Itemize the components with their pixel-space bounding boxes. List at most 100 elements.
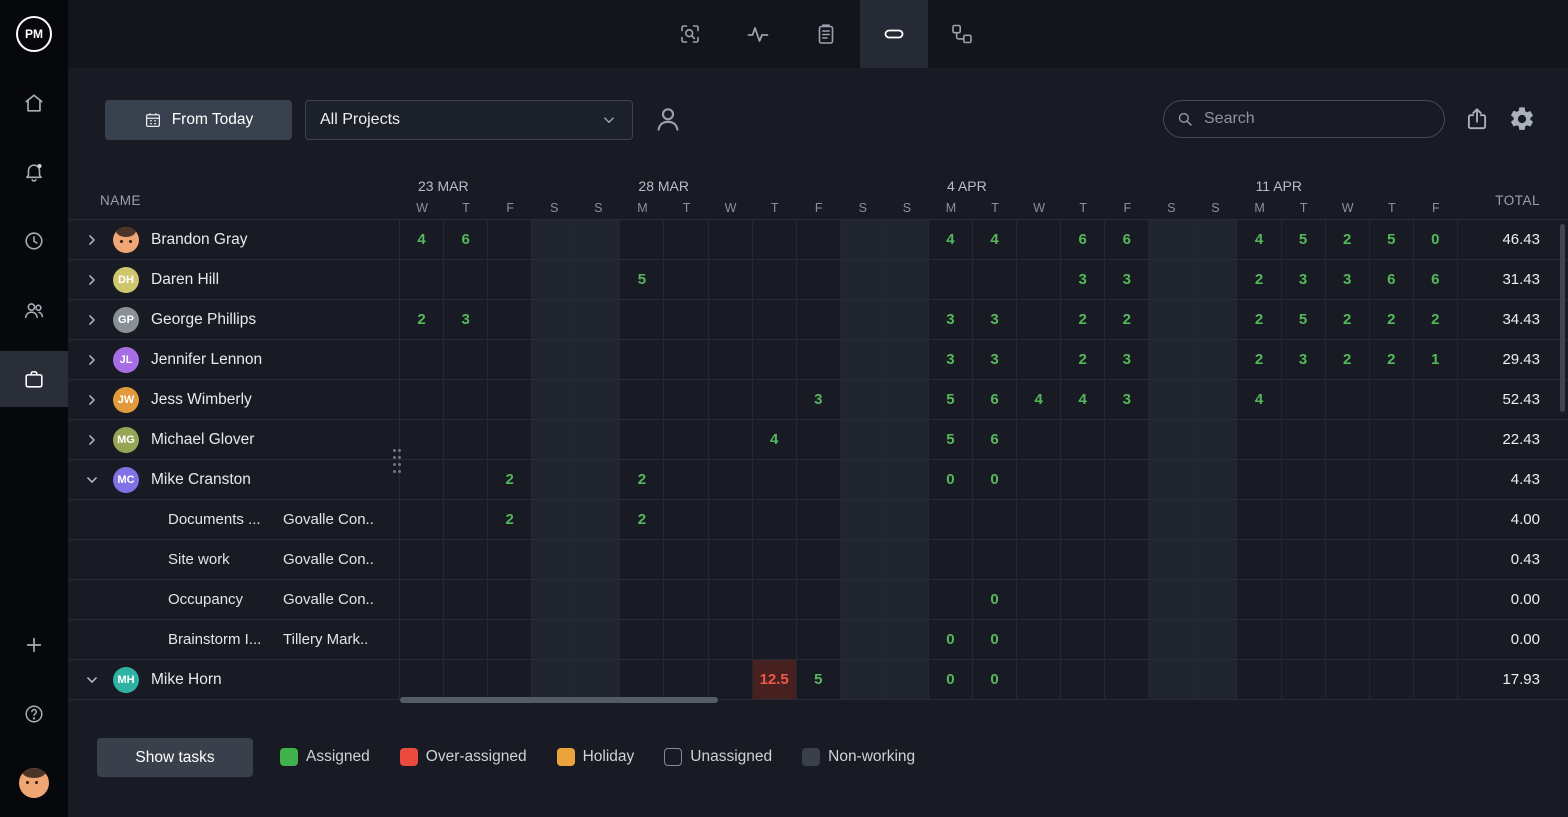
sidebar-item-plus[interactable] <box>0 617 68 673</box>
topbar-tab-sitemap[interactable] <box>928 0 996 68</box>
workload-cell[interactable] <box>488 220 532 259</box>
workload-cell[interactable] <box>973 540 1017 579</box>
sidebar-item-user-avatar[interactable] <box>0 755 68 811</box>
workload-cell[interactable] <box>576 620 620 659</box>
workload-cell[interactable] <box>488 580 532 619</box>
workload-cell[interactable]: 2 <box>1237 340 1281 379</box>
workload-cell[interactable] <box>664 540 708 579</box>
workload-cell[interactable] <box>753 620 797 659</box>
workload-cell[interactable] <box>1017 260 1061 299</box>
expand-chevron-icon[interactable] <box>85 233 99 247</box>
workload-cell[interactable]: 2 <box>1061 300 1105 339</box>
workload-cell[interactable]: 1 <box>1414 340 1458 379</box>
workload-cell[interactable] <box>444 660 488 699</box>
workload-cell[interactable] <box>400 540 444 579</box>
workload-cell[interactable]: 3 <box>1282 260 1326 299</box>
workload-cell[interactable] <box>841 260 885 299</box>
workload-cell[interactable]: 0 <box>973 580 1017 619</box>
workload-cell[interactable] <box>841 540 885 579</box>
workload-cell[interactable]: 5 <box>1282 220 1326 259</box>
workload-cell[interactable]: 5 <box>797 660 841 699</box>
person-filter-icon[interactable] <box>653 104 683 134</box>
workload-cell[interactable]: 0 <box>973 620 1017 659</box>
workload-cell[interactable] <box>1193 420 1237 459</box>
expand-chevron-icon[interactable] <box>85 313 99 327</box>
workload-cell[interactable] <box>1282 660 1326 699</box>
workload-cell[interactable] <box>1193 300 1237 339</box>
workload-cell[interactable] <box>709 580 753 619</box>
workload-cell[interactable] <box>1017 420 1061 459</box>
topbar-tab-clipboard[interactable] <box>792 0 860 68</box>
workload-cell[interactable] <box>709 340 753 379</box>
person-row[interactable]: DHDaren Hill <box>68 260 400 300</box>
workload-cell[interactable] <box>532 260 576 299</box>
workload-cell[interactable] <box>1193 580 1237 619</box>
workload-cell[interactable]: 5 <box>929 380 973 419</box>
workload-cell[interactable] <box>444 620 488 659</box>
workload-cell[interactable] <box>620 340 664 379</box>
workload-cell[interactable] <box>1237 620 1281 659</box>
workload-cell[interactable] <box>753 260 797 299</box>
workload-cell[interactable] <box>841 220 885 259</box>
sidebar-item-home[interactable] <box>0 75 68 131</box>
workload-cell[interactable]: 2 <box>1326 300 1370 339</box>
workload-cell[interactable] <box>1282 540 1326 579</box>
task-row[interactable]: OccupancyGovalle Con.. <box>68 580 400 620</box>
workload-cell[interactable] <box>1326 500 1370 539</box>
workload-cell[interactable] <box>1017 660 1061 699</box>
workload-cell[interactable] <box>1282 460 1326 499</box>
workload-cell[interactable] <box>709 500 753 539</box>
workload-cell[interactable] <box>532 300 576 339</box>
workload-cell[interactable] <box>400 340 444 379</box>
workload-cell[interactable] <box>1105 660 1149 699</box>
sidebar-item-clock[interactable] <box>0 213 68 269</box>
workload-cell[interactable] <box>1061 580 1105 619</box>
workload-cell[interactable] <box>532 220 576 259</box>
workload-cell[interactable] <box>1370 660 1414 699</box>
person-row[interactable]: GPGeorge Phillips <box>68 300 400 340</box>
workload-cell[interactable] <box>532 580 576 619</box>
workload-cell[interactable] <box>709 420 753 459</box>
workload-cell[interactable] <box>1414 460 1458 499</box>
workload-cell[interactable] <box>1237 540 1281 579</box>
workload-cell[interactable] <box>753 460 797 499</box>
workload-cell[interactable]: 3 <box>444 300 488 339</box>
workload-cell[interactable] <box>664 220 708 259</box>
person-row[interactable]: MGMichael Glover <box>68 420 400 460</box>
workload-cell[interactable] <box>620 540 664 579</box>
person-row[interactable]: MCMike Cranston <box>68 460 400 500</box>
workload-cell[interactable] <box>1282 500 1326 539</box>
workload-cell[interactable] <box>1149 220 1193 259</box>
horizontal-scrollbar-thumb[interactable] <box>400 697 718 703</box>
workload-cell[interactable] <box>620 380 664 419</box>
workload-cell[interactable] <box>1414 500 1458 539</box>
workload-cell[interactable] <box>1149 500 1193 539</box>
workload-cell[interactable] <box>1414 540 1458 579</box>
export-icon[interactable] <box>1464 106 1490 132</box>
workload-cell[interactable] <box>576 380 620 419</box>
workload-cell[interactable] <box>1105 620 1149 659</box>
workload-cell[interactable] <box>664 380 708 419</box>
app-logo[interactable]: PM <box>0 0 68 68</box>
workload-cell[interactable] <box>532 420 576 459</box>
workload-cell[interactable] <box>620 300 664 339</box>
workload-cell[interactable] <box>1105 540 1149 579</box>
workload-cell[interactable]: 3 <box>929 300 973 339</box>
workload-cell[interactable]: 4 <box>753 420 797 459</box>
workload-cell[interactable] <box>1017 300 1061 339</box>
workload-cell[interactable] <box>753 300 797 339</box>
workload-cell[interactable] <box>444 460 488 499</box>
workload-cell[interactable] <box>709 660 753 699</box>
workload-cell[interactable] <box>620 220 664 259</box>
workload-cell[interactable] <box>444 260 488 299</box>
workload-cell[interactable] <box>1105 580 1149 619</box>
workload-cell[interactable] <box>1370 540 1414 579</box>
workload-cell[interactable] <box>709 620 753 659</box>
workload-cell[interactable]: 5 <box>929 420 973 459</box>
workload-cell[interactable] <box>885 300 929 339</box>
workload-cell[interactable]: 4 <box>929 220 973 259</box>
expand-chevron-icon[interactable] <box>85 473 99 487</box>
workload-cell[interactable] <box>709 540 753 579</box>
workload-cell[interactable] <box>1017 340 1061 379</box>
workload-cell[interactable] <box>1061 660 1105 699</box>
